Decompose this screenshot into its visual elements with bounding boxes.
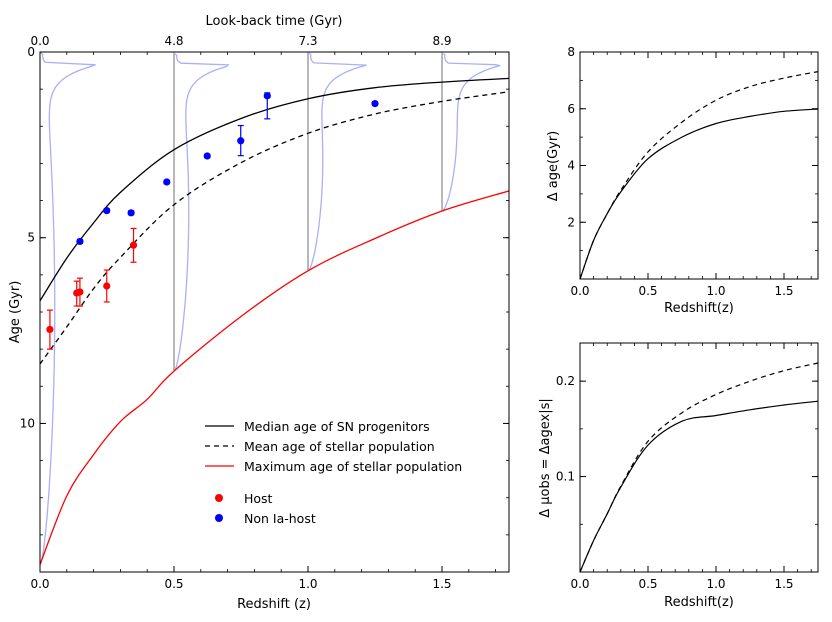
age-distribution-curve [40,52,96,565]
data-point-host [76,288,84,296]
y-tick-label: 0.1 [556,470,575,484]
solid-curve [579,400,819,573]
legend-label-host: Host [244,491,273,506]
axes-frame [579,342,819,573]
legend-label-max: Maximum age of stellar population [244,459,462,474]
delta-mu-plot: 0.0 0.5 1.0 1.5 0.1 0.2 [556,342,819,591]
top-tick-label: 4.8 [164,34,183,48]
tr-x-axis-label: Redshift(z) [664,301,734,316]
legend-marker-non-ia-host [215,514,223,522]
y-tick-label: 2 [567,215,575,229]
main-x-axis-label: Redshift (z) [237,597,311,612]
x-tick-label: 0.5 [638,284,657,298]
legend-label-mean: Mean age of stellar population [244,439,435,454]
plot-area [40,52,509,565]
curve-median-age-of-sn-progenitors [40,77,509,302]
data-point-non-ia-host [237,137,245,145]
age-distribution-curve [441,52,501,212]
br-x-axis-label: Redshift(z) [664,595,734,610]
x-tick-label: 1.0 [298,577,317,591]
legend-label-non-ia-host: Non Ia-host [244,511,316,526]
dashed-curve [579,362,819,573]
x-tick-label: 1.5 [432,577,451,591]
age-distribution-curve [173,52,230,372]
x-tick-label: 1.5 [774,284,793,298]
data-point-non-ia-host [76,237,84,246]
legend: Median age of SN progenitors Mean age of… [205,419,462,526]
age-distribution-curve [307,52,367,272]
axes-frame [39,51,510,573]
y-tick-label: 6 [567,102,575,116]
main-y-axis-label: Age (Gyr) [8,281,23,344]
curve-maximum-age-of-stellar-population [40,190,509,565]
br-y-axis-label: Δ μobs = Δagex|s| [538,398,553,518]
x-tick-label: 0.5 [164,577,183,591]
x-tick-label: 0.0 [570,577,589,591]
dashed-curve [579,71,819,280]
data-point-non-ia-host [203,152,211,160]
data-point-non-ia-host [127,209,135,217]
x-tick-label: 0.0 [570,284,589,298]
data-point-host [103,282,111,290]
delta-age-plot: 0.0 0.5 1.0 1.5 2 4 6 8 [567,45,819,298]
top-tick-label: 0.0 [30,34,49,48]
top-axis-label: Look-back time (Gyr) [206,14,343,29]
x-tick-label: 1.0 [706,577,725,591]
solid-curve [579,108,819,280]
top-tick-label: 8.9 [432,34,451,48]
tr-y-axis-label: Δ age(Gyr) [546,131,561,202]
x-tick-label: 0.0 [30,577,49,591]
legend-marker-host [215,494,223,502]
x-tick-label: 1.0 [706,284,725,298]
curve-mean-age-of-stellar-population [40,91,509,365]
y-tick-label: 5 [27,231,35,245]
data-point-host [46,325,54,334]
y-tick-label: 8 [567,45,575,59]
y-tick-label: 0.2 [556,374,575,388]
data-point-non-ia-host [371,100,379,108]
main-age-plot: 0.0 0.5 1.0 1.5 0 5 10 0.0 4.8 7.3 8.9 [20,34,510,591]
data-point-non-ia-host [103,207,111,215]
data-point-non-ia-host [263,92,271,100]
axes-frame [579,51,819,280]
x-tick-label: 1.5 [774,577,793,591]
data-point-host [129,241,138,249]
y-tick-label: 0 [27,45,35,59]
y-tick-label: 4 [567,159,575,173]
y-tick-label: 10 [20,416,35,430]
legend-label-median: Median age of SN progenitors [244,419,430,434]
data-point-non-ia-host [163,178,171,186]
x-tick-label: 0.5 [638,577,657,591]
top-tick-label: 7.3 [298,34,317,48]
